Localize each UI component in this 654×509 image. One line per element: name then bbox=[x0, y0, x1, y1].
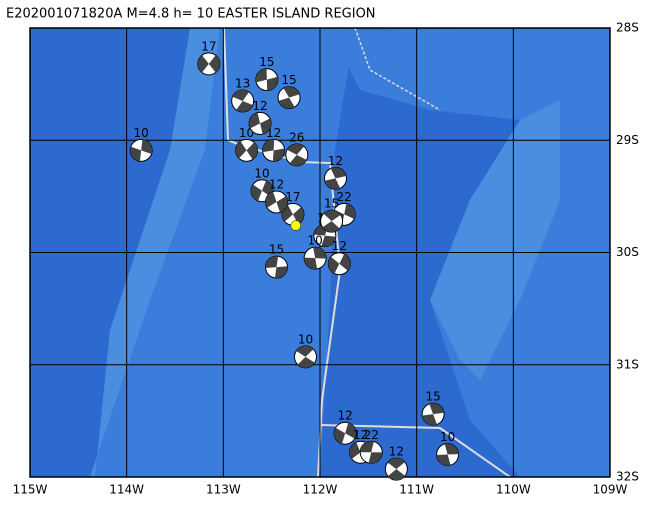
compression-quadrant bbox=[360, 441, 383, 464]
compression-quadrant bbox=[278, 86, 300, 109]
compression-quadrant bbox=[304, 247, 327, 270]
y-tick-label: 31S bbox=[616, 357, 639, 371]
depth-label: 12 bbox=[252, 99, 267, 113]
compression-quadrant bbox=[232, 89, 253, 112]
focal-mechanism: 17 bbox=[197, 39, 221, 76]
depth-label: 15 bbox=[269, 243, 284, 257]
depth-label: 15 bbox=[259, 55, 274, 69]
compression-quadrant bbox=[334, 422, 357, 444]
compression-quadrant bbox=[262, 139, 285, 162]
x-tick-label: 115W bbox=[13, 483, 48, 497]
compression-quadrant bbox=[265, 256, 288, 279]
focal-mechanism: 10 bbox=[235, 126, 259, 162]
depth-label: 22 bbox=[337, 190, 352, 204]
x-tick-label: 113W bbox=[206, 483, 241, 497]
depth-label: 17 bbox=[201, 39, 216, 53]
compression-quadrant bbox=[130, 139, 153, 162]
depth-label: 26 bbox=[289, 130, 304, 144]
epicenter bbox=[290, 220, 302, 231]
depth-label: 10 bbox=[298, 332, 313, 346]
focal-mechanism: 17 bbox=[281, 190, 305, 226]
x-tick-label: 109W bbox=[593, 483, 628, 497]
depth-label: 12 bbox=[337, 409, 352, 423]
depth-label: 10 bbox=[440, 430, 455, 444]
compression-quadrant bbox=[387, 458, 406, 481]
depth-label: 10 bbox=[134, 126, 149, 140]
compression-quadrant bbox=[235, 141, 258, 160]
y-tick-label: 30S bbox=[616, 245, 639, 259]
depth-label: 12 bbox=[328, 154, 343, 168]
compression-quadrant bbox=[296, 345, 315, 368]
focal-mechanism: 15 bbox=[421, 390, 445, 426]
x-tick-label: 112W bbox=[303, 483, 338, 497]
focal-mechanism: 15 bbox=[255, 55, 279, 92]
focal-mechanism: 13 bbox=[231, 76, 255, 113]
compression-quadrant bbox=[313, 224, 336, 247]
depth-label: 10 bbox=[254, 166, 269, 180]
compression-quadrant bbox=[422, 403, 445, 426]
compression-quadrant bbox=[251, 180, 273, 202]
focal-mechanism: 10 bbox=[303, 234, 327, 270]
depth-label: 17 bbox=[285, 190, 300, 204]
compression-quadrant bbox=[265, 191, 288, 213]
compression-quadrant bbox=[436, 443, 459, 466]
focal-mechanism: 26 bbox=[285, 130, 309, 167]
frame bbox=[29, 27, 611, 478]
compression-quadrant bbox=[281, 204, 304, 225]
depth-label: 12 bbox=[269, 177, 284, 191]
depth-label: 12 bbox=[332, 239, 347, 253]
focal-mechanism: 15 bbox=[277, 73, 301, 110]
y-tick-label: 29S bbox=[616, 133, 639, 147]
y-tick-label: 32S bbox=[616, 470, 639, 484]
depth-label: 13 bbox=[235, 76, 250, 90]
compression-quadrant bbox=[287, 143, 307, 166]
depth-label: 15 bbox=[425, 390, 440, 404]
focal-mechanism: 12 bbox=[265, 177, 288, 214]
x-tick-label: 114W bbox=[109, 483, 144, 497]
x-tick-label: 111W bbox=[399, 483, 434, 497]
focal-mechanism: 22 bbox=[359, 428, 383, 464]
compression-quadrant bbox=[324, 167, 347, 190]
compression-quadrant bbox=[255, 68, 278, 91]
depth-label: 15 bbox=[324, 197, 339, 211]
x-tick-label: 110W bbox=[496, 483, 531, 497]
focal-mechanism: 10 bbox=[436, 430, 460, 467]
depth-label: 10 bbox=[308, 234, 323, 248]
map-title: E202001071820A M=4.8 h= 10 EASTER ISLAND… bbox=[6, 7, 376, 22]
focal-mechanism: 10 bbox=[129, 126, 153, 162]
depth-label: 12 bbox=[353, 428, 368, 442]
y-tick-label: 28S bbox=[616, 21, 639, 35]
focal-mechanism: 10 bbox=[294, 332, 317, 369]
focal-mechanism: 15 bbox=[320, 197, 344, 233]
focal-mechanism: 15 bbox=[265, 243, 288, 279]
focal-mechanism: 12 bbox=[327, 239, 351, 276]
depth-label: 15 bbox=[281, 73, 296, 87]
focal-mechanism: 12 bbox=[323, 154, 347, 190]
compression-quadrant bbox=[249, 112, 272, 135]
focal-mechanism: 12 bbox=[333, 409, 357, 445]
focal-mechanism: 12 bbox=[384, 445, 408, 481]
compression-quadrant bbox=[328, 253, 351, 274]
compression-quadrant bbox=[197, 55, 220, 73]
focal-mechanism: 12 bbox=[248, 99, 272, 135]
depth-label: 12 bbox=[389, 445, 404, 459]
compression-quadrant bbox=[322, 210, 341, 233]
depth-label: 22 bbox=[364, 428, 379, 442]
